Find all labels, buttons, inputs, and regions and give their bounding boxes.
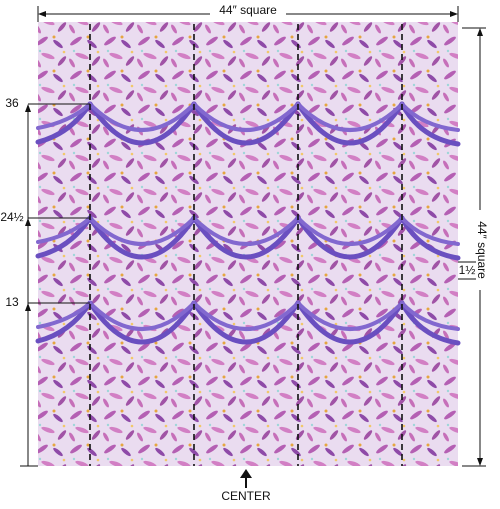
swag bbox=[296, 216, 404, 246]
swag bbox=[36, 301, 92, 329]
swag bbox=[191, 215, 301, 260]
width-label: 44″ square bbox=[219, 3, 277, 17]
swag bbox=[88, 301, 196, 331]
center-label: CENTER bbox=[221, 489, 271, 503]
swag bbox=[400, 301, 460, 331]
fold-lines bbox=[89, 24, 403, 466]
swag bbox=[87, 215, 197, 260]
height-label: 44″ square bbox=[475, 221, 489, 279]
mark-label: 24½ bbox=[0, 210, 23, 224]
swag bbox=[296, 102, 404, 132]
swag bbox=[295, 300, 405, 345]
swag bbox=[191, 300, 301, 345]
swag bbox=[191, 101, 301, 146]
swag bbox=[192, 102, 300, 132]
swag bbox=[400, 102, 460, 132]
swag bbox=[88, 216, 196, 246]
swag bbox=[192, 301, 300, 331]
swag bbox=[87, 101, 197, 146]
swags bbox=[35, 101, 461, 346]
swag bbox=[296, 301, 404, 331]
left-marks bbox=[20, 103, 90, 467]
swag bbox=[400, 216, 460, 246]
swag bbox=[192, 216, 300, 246]
swag bbox=[88, 102, 196, 132]
swag bbox=[87, 300, 197, 345]
side-mark-label: 1½ bbox=[459, 263, 476, 277]
mark-label: 36 bbox=[5, 96, 19, 110]
side-mark-bracket bbox=[458, 261, 476, 280]
swag bbox=[295, 101, 405, 146]
mark-label: 13 bbox=[5, 295, 19, 309]
center-arrow bbox=[240, 469, 252, 488]
swag bbox=[295, 215, 405, 260]
swag bbox=[36, 216, 92, 244]
swag bbox=[36, 102, 92, 130]
